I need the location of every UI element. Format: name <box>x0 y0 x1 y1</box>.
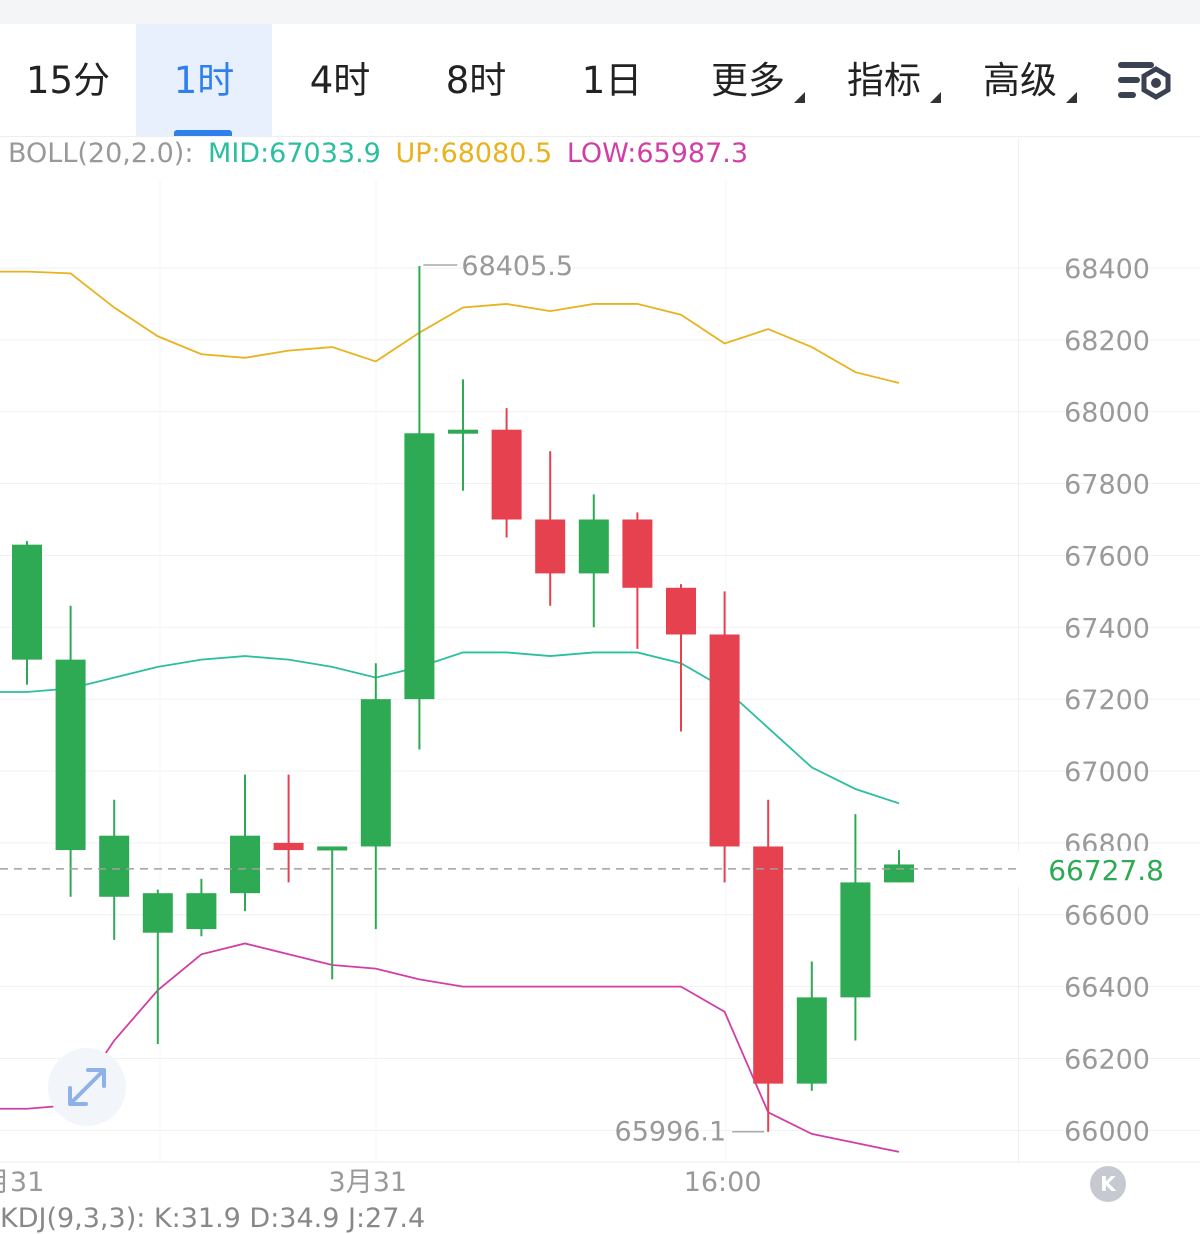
boll-name: BOLL(20,2.0): <box>8 138 194 169</box>
y-tick-label: 66600 <box>1064 901 1150 932</box>
candle-body <box>578 519 609 574</box>
tab-2[interactable]: 4时 <box>272 24 408 136</box>
candle-body <box>448 429 478 434</box>
last-price-badge <box>1018 850 1200 887</box>
kdj-indicator-values: KDJ(9,3,3): K:31.9 D:34.9 J:27.4 <box>0 1203 425 1234</box>
kdj-values-text: KDJ(9,3,3): K:31.9 D:34.9 J:27.4 <box>0 1203 426 1234</box>
candle-body <box>55 659 86 851</box>
candle-body <box>840 882 871 998</box>
candle-body <box>666 587 696 635</box>
candle-body <box>317 846 348 851</box>
y-tick-label: 66200 <box>1064 1044 1150 1075</box>
boll-mid-line <box>0 651 900 805</box>
y-tick-label: 67400 <box>1064 613 1150 644</box>
candle-body <box>709 634 740 847</box>
candle-body <box>491 429 522 520</box>
tab-7[interactable]: 高级 <box>952 24 1088 136</box>
boll-upper-value: UP:68080.5 <box>395 138 553 169</box>
dropdown-corner-icon <box>794 92 805 103</box>
y-tick-label: 68400 <box>1064 254 1150 285</box>
dropdown-corner-icon <box>1066 92 1077 103</box>
tab-label: 4时 <box>309 59 371 102</box>
expand-arrows-icon <box>68 1068 106 1106</box>
tab-3[interactable]: 8时 <box>408 24 544 136</box>
tab-label: 15分 <box>25 59 111 102</box>
tab-1[interactable]: 1时 <box>136 24 272 136</box>
x-tick-label: 3月31 <box>329 1167 408 1198</box>
candle-body <box>99 835 130 897</box>
y-tick-label: 67600 <box>1064 541 1150 572</box>
tab-label: 8时 <box>445 59 507 102</box>
candle-body <box>186 893 217 930</box>
tab-6[interactable]: 指标 <box>816 24 952 136</box>
boll-lower-line <box>0 942 900 1153</box>
boll-upper-line <box>0 270 900 384</box>
tab-label: 指标 <box>847 59 921 102</box>
tab-0[interactable]: 15分 <box>0 24 136 136</box>
dropdown-corner-icon <box>930 92 941 103</box>
price-axis-separator <box>1018 138 1019 1163</box>
candle-body <box>404 433 435 700</box>
tab-label: 高级 <box>983 59 1057 102</box>
tab-4[interactable]: 1日 <box>544 24 680 136</box>
candle-body <box>12 544 42 660</box>
tab-5[interactable]: 更多 <box>680 24 816 136</box>
min-price-label: 65996.1 <box>615 1117 727 1148</box>
y-tick-label: 68000 <box>1064 398 1150 429</box>
tab-label: 1日 <box>581 59 643 102</box>
y-tick-label: 66400 <box>1064 973 1150 1004</box>
candle-body <box>753 846 784 1084</box>
y-tick-label: 67000 <box>1064 757 1150 788</box>
tab-label: 1时 <box>173 59 235 102</box>
candle-body <box>230 835 260 894</box>
candle-body <box>273 842 304 851</box>
candle-body <box>142 893 173 933</box>
watermark-logo-icon: K <box>1090 1166 1126 1202</box>
y-tick-label: 66000 <box>1064 1116 1150 1147</box>
y-tick-label: 67200 <box>1064 685 1150 716</box>
last-price-label: 66727.8 <box>1048 854 1164 887</box>
candle-body <box>796 997 827 1084</box>
y-tick-label: 67800 <box>1064 470 1150 501</box>
candle-body <box>622 519 653 588</box>
boll-lower-value: LOW:65987.3 <box>566 138 749 169</box>
tab-label: 更多 <box>711 59 785 102</box>
chart-settings-button[interactable] <box>1112 34 1178 126</box>
timeframe-tab-bar: 15分 1时 4时 8时 1日 更多 指标 高级 <box>0 24 1200 137</box>
expand-chart-button[interactable] <box>48 1048 126 1126</box>
candle-body <box>360 699 391 847</box>
boll-indicator-values: BOLL(20,2.0): MID:67033.9 UP:68080.5 LOW… <box>8 138 754 169</box>
top-strip <box>0 0 1200 24</box>
max-price-label: 68405.5 <box>461 251 573 282</box>
x-tick-label: 16:00 <box>684 1167 762 1198</box>
x-tick-label: 3月31 <box>0 1167 44 1198</box>
chart-settings-icon <box>1118 62 1171 100</box>
active-tab-indicator <box>174 130 232 136</box>
y-tick-label: 68200 <box>1064 326 1150 357</box>
candle-body <box>535 519 566 574</box>
boll-mid-value: MID:67033.9 <box>208 138 381 169</box>
candle-body <box>884 864 914 883</box>
